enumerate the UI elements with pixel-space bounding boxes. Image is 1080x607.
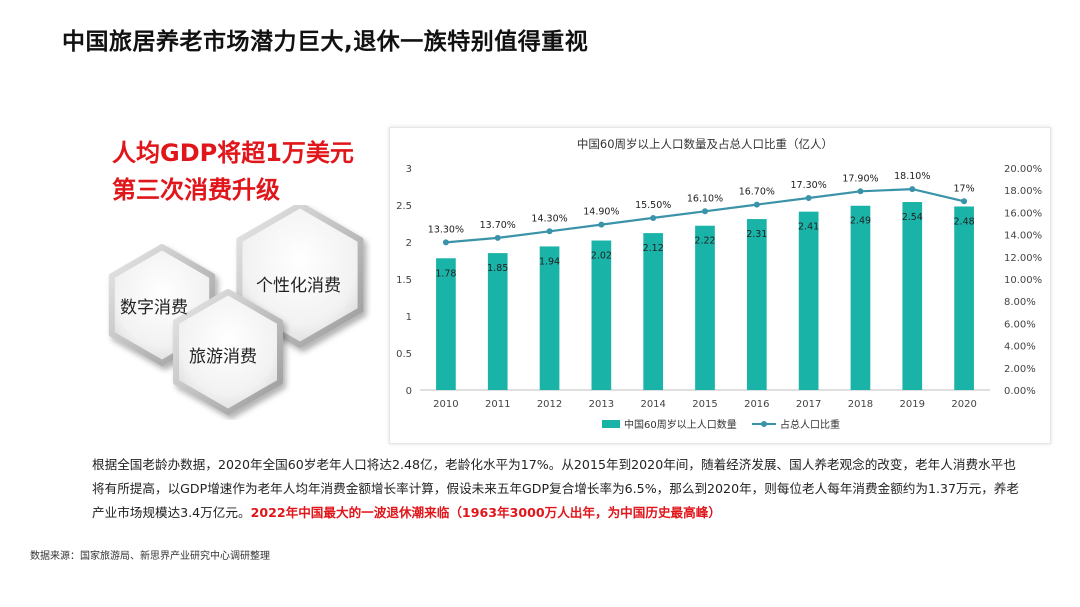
bar-2020 [954, 206, 974, 390]
x-axis-tick-label: 2013 [589, 399, 614, 410]
ratio-value-label: 14.30% [531, 213, 567, 224]
ratio-point-2014 [650, 214, 657, 221]
right-axis-tick-label: 14.00% [1004, 231, 1042, 242]
x-axis-tick-label: 2011 [485, 399, 510, 410]
bar-value-label: 1.94 [539, 256, 560, 267]
bar-2014 [643, 233, 664, 390]
bar-value-label: 2.48 [954, 216, 975, 227]
ratio-value-label: 14.90% [583, 207, 619, 218]
chart-panel: 中国60周岁以上人口数量及占总人口比重（亿人） 0 0.5 1 1.5 2 2.5 3 0.00… [389, 127, 1051, 444]
hexagon-graphic-svg [108, 205, 364, 415]
ratio-value-label: 17.30% [791, 180, 827, 191]
hexagon-tourism-consumption [173, 289, 283, 415]
legend-label-bar: 中国60周岁以上人口数量 [624, 418, 737, 431]
ratio-point-2017 [805, 194, 812, 201]
legend-swatch-bar [602, 420, 620, 428]
description-paragraph: 根据全国老龄办数据，2020年全国60岁老年人口将达2.48亿，老龄化水平为17… [92, 453, 1027, 525]
right-axis-tick-label: 6.00% [1004, 319, 1036, 330]
right-axis-tick-label: 12.00% [1004, 253, 1042, 264]
bar-value-label: 2.54 [902, 212, 923, 223]
x-axis-tick-label: 2017 [796, 399, 821, 410]
description-text: 根据全国老龄办数据，2020年全国60岁老年人口将达2.48亿，老龄化水平为17… [92, 457, 1019, 520]
ratio-point-2010 [442, 239, 449, 246]
bar-2017 [798, 211, 819, 390]
x-axis-tick-label: 2020 [951, 399, 976, 410]
ratio-point-2012 [546, 228, 553, 235]
ratio-value-label: 17.90% [842, 173, 878, 184]
ratio-point-2019 [909, 186, 916, 193]
page-title: 中国旅居养老市场潜力巨大,退休一族特别值得重视 [62, 29, 589, 55]
x-axis-tick-label: 2019 [900, 399, 925, 410]
bar-2016 [746, 219, 767, 390]
ratio-value-label: 18.10% [894, 171, 930, 182]
chart-title: 中国60周岁以上人口数量及占总人口比重（亿人） [577, 137, 833, 151]
ratio-point-2015 [702, 208, 708, 215]
legend-label-line: 占总人口比重 [780, 418, 840, 431]
ratio-point-2016 [753, 201, 760, 208]
legend-swatch-line-marker [761, 421, 767, 427]
hexagon-label-personalized-consumption: 个性化消费 [256, 276, 341, 296]
ratio-point-2020 [961, 198, 968, 205]
data-source: 数据来源：国家旅游局、新思界产业研究中心调研整理 [30, 551, 270, 562]
bar-value-label: 2.41 [798, 222, 819, 233]
left-axis-tick-label: 0.5 [396, 349, 412, 360]
bar-value-label: 2.31 [746, 229, 767, 240]
right-axis-tick-label: 4.00% [1004, 342, 1036, 353]
bar-value-label: 2.02 [591, 251, 612, 262]
hexagon-personalized-consumption [236, 205, 364, 348]
right-axis-tick-label: 10.00% [1004, 275, 1042, 286]
bar-2011 [487, 253, 508, 390]
ratio-value-label: 16.10% [687, 193, 723, 204]
ratio-value-label: 13.30% [428, 224, 464, 235]
bar-2019 [902, 202, 923, 390]
retirement-wave-highlight: 2022年中国最大的一波退休潮来临（1963年3000万人出年，为中国历史最高峰… [250, 505, 721, 520]
right-axis-tick-label: 16.00% [1004, 208, 1042, 219]
x-axis-tick-label: 2016 [744, 399, 769, 410]
x-axis-tick-label: 2010 [433, 399, 458, 410]
ratio-point-2018 [857, 188, 864, 195]
bar-2012 [539, 246, 560, 390]
ratio-point-2011 [494, 234, 501, 241]
left-axis-tick-label: 1.5 [396, 275, 412, 286]
ratio-point-2013 [598, 221, 605, 228]
ratio-value-label: 15.50% [635, 200, 671, 211]
ratio-value-label: 17% [954, 183, 975, 194]
left-axis-tick-label: 3 [406, 164, 412, 175]
x-axis-tick-label: 2015 [692, 399, 717, 410]
left-axis-tick-label: 1 [406, 312, 412, 323]
x-axis-tick-label: 2012 [537, 399, 562, 410]
ratio-value-label: 16.70% [739, 187, 775, 198]
headline-gdp: 人均GDP将超1万美元 [112, 139, 354, 167]
bar-2010 [436, 258, 456, 390]
right-axis-tick-label: 2.00% [1004, 364, 1036, 375]
right-axis-tick-label: 18.00% [1004, 186, 1042, 197]
right-axis-tick-label: 20.00% [1004, 164, 1042, 175]
left-axis-tick-label: 0 [406, 386, 412, 397]
left-axis-tick-label: 2.5 [396, 201, 412, 212]
x-axis-tick-label: 2018 [848, 399, 873, 410]
hexagon-label-digital-consumption: 数字消费 [120, 298, 188, 318]
bar-2018 [850, 205, 871, 390]
bar-value-label: 1.78 [435, 268, 456, 279]
bar-value-label: 2.22 [694, 236, 715, 247]
hexagon-label-tourism-consumption: 旅游消费 [189, 347, 257, 367]
bar-value-label: 2.49 [850, 216, 871, 227]
bar-2013 [591, 240, 612, 390]
population-chart: 中国60周岁以上人口数量及占总人口比重（亿人） 0 0.5 1 1.5 2 2.5 3 0.00… [396, 137, 1042, 431]
bar-value-label: 2.12 [643, 243, 664, 254]
hexagon-graphic: 数字消费 旅游消费 个性化消费 [100, 205, 390, 420]
x-axis-tick-label: 2014 [640, 399, 665, 410]
left-axis-tick-label: 2 [406, 238, 412, 249]
bar-2015 [695, 225, 715, 390]
bar-value-label: 1.85 [487, 263, 508, 274]
ratio-value-label: 13.70% [480, 220, 516, 231]
right-axis-tick-label: 0.00% [1004, 386, 1036, 397]
right-axis-tick-label: 8.00% [1004, 297, 1036, 308]
headline-consumption-upgrade: 第三次消费升级 [112, 176, 280, 204]
